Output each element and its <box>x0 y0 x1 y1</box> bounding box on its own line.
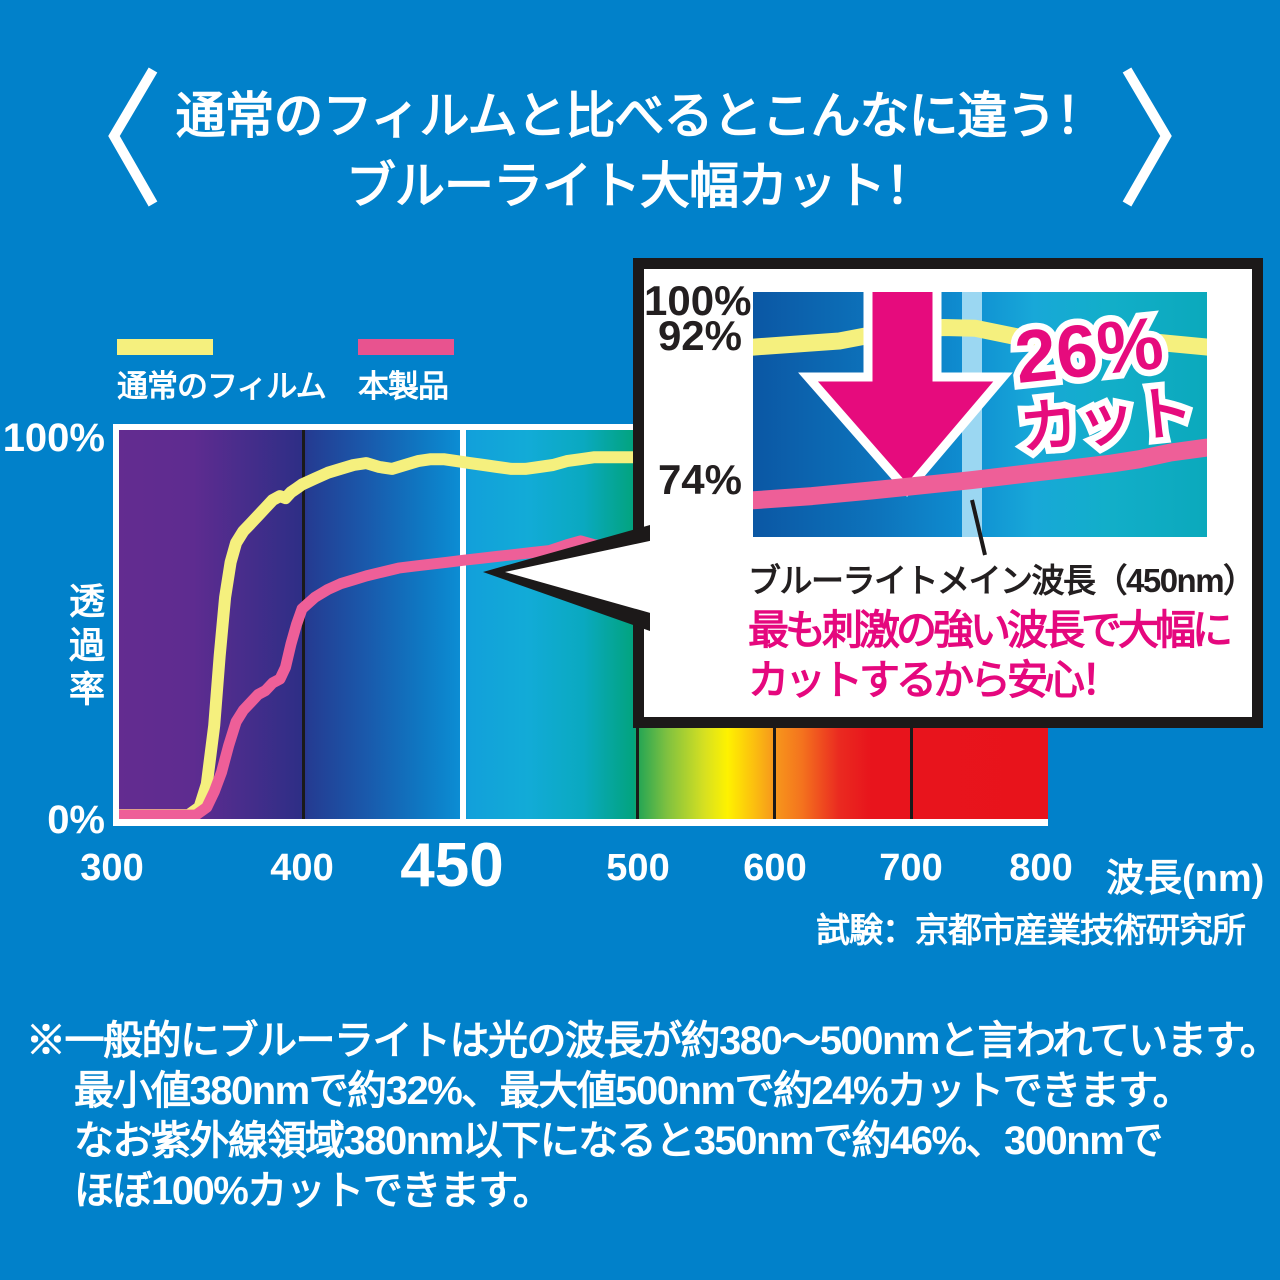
mini-normal-film-line <box>753 319 1207 356</box>
legend-label-product: 本製品 <box>358 369 449 404</box>
x-tick-700: 700 <box>879 847 943 889</box>
footnote-line-2: 最小値380nmで約32%、最大値500nmで約24%カットできます。 <box>74 1069 1193 1113</box>
legend-swatch-pink <box>358 339 454 355</box>
mini-chart-450nm <box>753 292 1207 537</box>
callout-pink-text-1: 最も刺激の強い波長で大幅に <box>748 607 1233 653</box>
footnote-line-4: ほぼ100%カットできます。 <box>74 1169 553 1213</box>
x-tick-600: 600 <box>743 847 807 889</box>
callout-pink-text-2: カットするから安心！ <box>748 657 1122 703</box>
gridline-450nm-white <box>460 430 466 819</box>
y-axis-title: 透過率 <box>64 582 105 714</box>
x-tick-500: 500 <box>606 847 670 889</box>
page-title-line1: 通常のフィルムと比べるとこんなに違う！ <box>175 88 1106 144</box>
test-source-text: 試験：京都市産業技術研究所 <box>816 912 1246 950</box>
down-arrow-icon <box>798 292 1013 497</box>
legend-item-product: 本製品 <box>358 339 478 406</box>
y-axis-label-100: 100% <box>2 416 105 460</box>
x-tick-400: 400 <box>270 847 334 889</box>
callout-label-100: 100% <box>644 277 752 324</box>
normal-film-curve <box>119 451 648 819</box>
zoom-callout-box: 100% 92% 74% 26% カット ブルーライトメイン波長（450nm） … <box>633 258 1263 728</box>
x-tick-300: 300 <box>80 847 144 889</box>
legend-swatch-yellow <box>117 339 213 355</box>
x-tick-800: 800 <box>1009 847 1073 889</box>
wavelength-label: ブルーライトメイン波長（450nm） <box>748 562 1256 599</box>
mini-chart-graphics <box>753 292 1207 510</box>
product-curve <box>119 533 647 819</box>
callout-label-92: 92% <box>657 312 742 359</box>
right-angle-bracket-icon <box>1122 67 1172 207</box>
page-title-line2: ブルーライト大幅カット！ <box>346 158 935 214</box>
title-brackets <box>108 67 1172 207</box>
mini-product-line <box>753 438 1207 510</box>
x-tick-450: 450 <box>400 831 504 900</box>
gridline-400nm <box>302 430 305 819</box>
left-angle-bracket-icon <box>108 67 158 207</box>
callout-label-74: 74% <box>657 456 742 503</box>
footnote-block: ※一般的にブルーライトは光の波長が約380〜500nmと言われています。 最小値… <box>26 1016 1280 1216</box>
legend-item-normal-film: 通常のフィルム <box>117 339 327 406</box>
y-axis-label-0: 0% <box>47 798 105 842</box>
footnote-line-1: ※一般的にブルーライトは光の波長が約380〜500nmと言われています。 <box>26 1019 1280 1063</box>
legend-label-normal-film: 通常のフィルム <box>117 369 327 404</box>
footnote-line-3: なお紫外線領域380nm以下になると350nmで約46%、300nmで <box>74 1119 1163 1163</box>
x-axis-unit: 波長(nm) <box>1106 858 1265 900</box>
